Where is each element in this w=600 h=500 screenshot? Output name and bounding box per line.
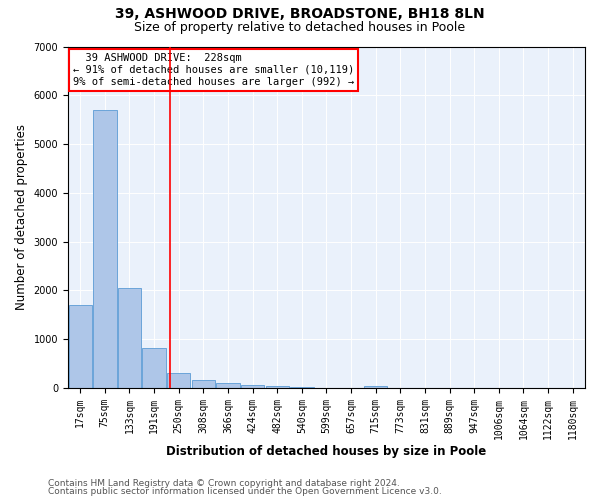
Bar	[364, 386, 388, 388]
Bar	[216, 384, 239, 388]
Bar	[68, 305, 92, 388]
X-axis label: Distribution of detached houses by size in Poole: Distribution of detached houses by size …	[166, 444, 487, 458]
Bar	[191, 380, 215, 388]
Text: Contains public sector information licensed under the Open Government Licence v3: Contains public sector information licen…	[48, 488, 442, 496]
Y-axis label: Number of detached properties: Number of detached properties	[15, 124, 28, 310]
Bar	[266, 386, 289, 388]
Bar	[118, 288, 141, 388]
Text: 39, ASHWOOD DRIVE, BROADSTONE, BH18 8LN: 39, ASHWOOD DRIVE, BROADSTONE, BH18 8LN	[115, 8, 485, 22]
Bar	[290, 387, 314, 388]
Text: Contains HM Land Registry data © Crown copyright and database right 2024.: Contains HM Land Registry data © Crown c…	[48, 478, 400, 488]
Bar	[167, 374, 190, 388]
Bar	[142, 348, 166, 388]
Text: 39 ASHWOOD DRIVE:  228sqm
← 91% of detached houses are smaller (10,119)
9% of se: 39 ASHWOOD DRIVE: 228sqm ← 91% of detach…	[73, 54, 355, 86]
Text: Size of property relative to detached houses in Poole: Size of property relative to detached ho…	[134, 21, 466, 34]
Bar	[241, 385, 264, 388]
Bar	[93, 110, 116, 388]
